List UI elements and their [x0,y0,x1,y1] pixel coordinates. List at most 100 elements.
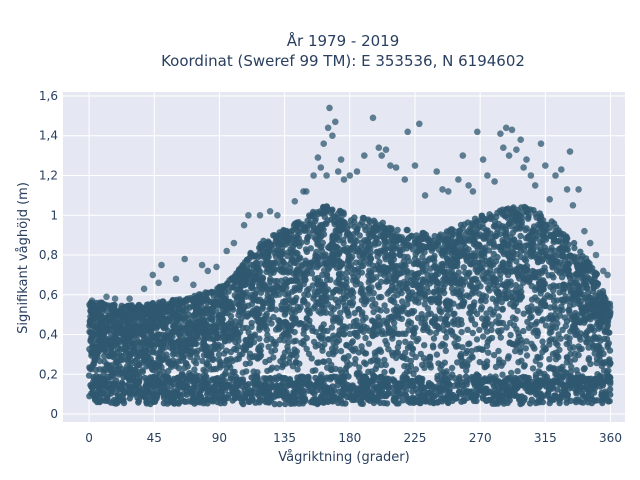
data-point [381,224,388,232]
data-point [362,248,369,255]
data-point [310,305,317,312]
data-point [430,344,437,351]
data-point [476,243,484,250]
data-point [356,252,363,260]
data-point [221,288,228,295]
data-point [549,321,556,328]
data-point [569,326,576,333]
data-point [591,272,599,279]
data-point [468,261,475,268]
data-point [343,305,351,313]
data-point [572,258,579,266]
data-point [323,203,330,210]
data-point [482,244,489,251]
data-point [546,356,553,363]
data-point [464,326,471,333]
data-point [584,298,591,305]
data-point [160,336,167,343]
data-point [263,242,270,250]
data-point [347,217,355,224]
data-point [468,347,475,355]
data-point [604,343,611,351]
data-point [435,299,443,307]
data-point [365,222,373,230]
data-point [403,268,411,276]
data-point [252,252,259,259]
data-point [270,313,277,321]
data-point [279,332,286,340]
data-point [396,280,404,287]
data-point [412,324,419,331]
data-point [399,298,406,305]
data-point [521,362,528,369]
data-point [264,266,271,273]
data-point [361,350,369,357]
data-point [376,264,383,271]
data-point [506,319,514,327]
data-point [149,300,157,307]
data-point [356,364,363,371]
data-point [574,295,581,302]
data-point [117,346,124,353]
data-point [556,289,563,296]
data-point [304,301,311,308]
data-point [271,266,279,273]
data-point [344,292,351,300]
data-point [573,312,580,319]
data-point [381,302,388,309]
data-point [393,262,400,270]
data-point [353,278,361,285]
data-point [349,346,356,353]
data-point [557,335,564,342]
data-point [537,286,545,294]
data-point [421,342,428,349]
data-point [351,309,358,317]
data-point [334,303,342,310]
data-point [524,215,532,222]
data-point [362,334,369,342]
data-point [510,236,518,244]
data-point [193,350,200,357]
data-point [201,327,208,334]
data-point [472,221,479,229]
data-point [466,340,473,347]
data-point [97,325,105,332]
data-point [361,359,368,366]
data-point [460,247,467,254]
data-point [263,255,270,262]
data-point [492,363,500,371]
data-point [239,376,247,383]
data-point [585,327,592,334]
data-point [443,303,451,310]
data-point [523,277,530,284]
data-point [323,295,330,303]
data-point [448,364,456,372]
data-point [268,320,275,327]
data-point [523,352,531,359]
data-point [607,308,614,316]
data-point [282,360,289,367]
data-point [596,319,603,326]
data-point [122,304,129,312]
data-point [137,312,144,320]
data-point [346,299,353,307]
data-point [523,338,530,345]
data-point [233,346,240,353]
data-point [437,365,444,372]
data-point [306,310,313,317]
data-point [170,357,177,364]
data-point [409,246,417,253]
data-point [553,297,561,304]
data-point [250,339,258,346]
data-point [209,289,216,296]
data-point [507,293,514,300]
data-point [491,222,499,229]
data-point [484,269,491,276]
data-point [191,310,199,318]
data-point [399,330,406,337]
data-point [462,373,470,380]
data-point [243,324,250,332]
data-point [358,262,365,269]
data-point [412,353,419,361]
data-point [579,291,586,298]
